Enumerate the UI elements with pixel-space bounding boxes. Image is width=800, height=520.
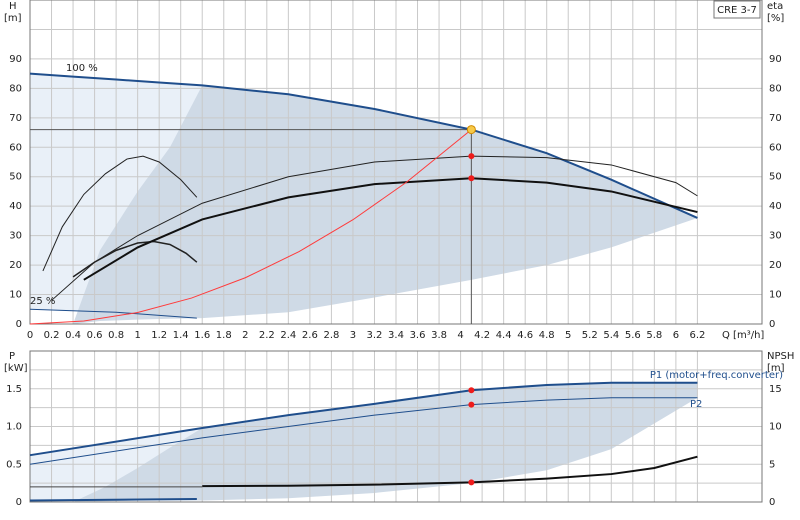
y-tick-label: 1.5 <box>6 384 22 395</box>
y2-tick-label: 10 <box>769 422 782 433</box>
y2-tick-label: 90 <box>769 54 782 65</box>
x-tick-label: 3.6 <box>410 330 426 341</box>
y2-tick-label: 5 <box>769 459 775 470</box>
x-tick-label: 4 <box>457 330 463 341</box>
x-tick-label: 4.4 <box>496 330 512 341</box>
x-tick-label: 4.2 <box>474 330 490 341</box>
y2-tick-label: 40 <box>769 201 782 212</box>
duty-point <box>468 387 475 394</box>
x-tick-label: 0.8 <box>108 330 124 341</box>
y-axis-label: [kW] <box>4 363 28 374</box>
curve <box>29 497 197 502</box>
curve <box>29 397 698 465</box>
model-box <box>713 0 761 19</box>
model-label: CRE 3-7 <box>717 5 757 16</box>
curve <box>29 129 472 325</box>
x-tick-label: 3.4 <box>388 330 404 341</box>
x-tick-label: 2.2 <box>259 330 275 341</box>
duty-point <box>466 125 476 135</box>
curve-label: P2 <box>690 399 702 410</box>
x-tick-label: 3.8 <box>431 330 447 341</box>
y2-tick-label: 50 <box>769 172 782 183</box>
curve <box>83 177 698 281</box>
y-tick-label: 1.0 <box>6 422 22 433</box>
y-tick-label: 0 <box>16 497 22 508</box>
x-tick-label: 1.4 <box>173 330 189 341</box>
y-tick-label: 70 <box>9 113 22 124</box>
x-tick-label: 0.4 <box>65 330 81 341</box>
x-tick-label: 6.2 <box>689 330 705 341</box>
y-axis-label: H <box>9 1 17 12</box>
curve <box>51 155 698 301</box>
plot-frame <box>29 0 763 325</box>
y-tick-label: 50 <box>9 172 22 183</box>
y-tick-label: 10 <box>9 290 22 301</box>
curve <box>202 455 698 488</box>
y2-tick-label: 80 <box>769 83 782 94</box>
y2-axis-label: eta <box>767 1 783 12</box>
x-tick-label: 1 <box>134 330 140 341</box>
x-tick-label: 3 <box>350 330 356 341</box>
x-tick-label: 2.4 <box>280 330 296 341</box>
x-tick-label: 2.6 <box>302 330 318 341</box>
y2-tick-label: 0 <box>769 319 775 330</box>
curve <box>29 308 197 319</box>
y2-tick-label: 0 <box>769 497 775 508</box>
y-tick-label: 0 <box>16 319 22 330</box>
x-tick-label: 0.2 <box>44 330 60 341</box>
y2-tick-label: 30 <box>769 231 782 242</box>
x-tick-label: 1.6 <box>194 330 210 341</box>
duty-point <box>468 153 475 160</box>
x-axis-label: Q [m³/h] <box>722 330 764 341</box>
y-tick-label: 20 <box>9 260 22 271</box>
duty-point <box>468 401 475 408</box>
curve-annotation: 25 % <box>30 296 55 307</box>
curve <box>29 381 698 457</box>
y2-axis-label: [m] <box>767 363 785 374</box>
duty-point <box>468 175 475 182</box>
x-tick-label: 2.8 <box>323 330 339 341</box>
y-tick-label: 60 <box>9 142 22 153</box>
x-tick-label: 5.6 <box>625 330 641 341</box>
operating-area <box>73 85 698 324</box>
y-axis-label: P <box>9 351 15 362</box>
x-tick-label: 3.2 <box>367 330 383 341</box>
y2-tick-label: 60 <box>769 142 782 153</box>
x-tick-label: 1.2 <box>151 330 167 341</box>
curve <box>42 155 198 272</box>
y2-axis-label: [%] <box>767 13 784 24</box>
y-tick-label: 90 <box>9 54 22 65</box>
curve <box>29 72 698 219</box>
x-tick-label: 0.6 <box>87 330 103 341</box>
plot-frame <box>29 350 763 503</box>
y2-tick-label: 20 <box>769 260 782 271</box>
duty-point <box>468 479 475 486</box>
y2-tick-label: 15 <box>769 384 782 395</box>
y-tick-label: 0.5 <box>6 459 22 470</box>
y2-tick-label: 70 <box>769 113 782 124</box>
y2-axis-label: NPSH <box>767 351 794 362</box>
x-tick-label: 4.6 <box>517 330 533 341</box>
y-tick-label: 80 <box>9 83 22 94</box>
x-tick-label: 0 <box>27 330 33 341</box>
x-tick-label: 2 <box>242 330 248 341</box>
y-tick-label: 40 <box>9 201 22 212</box>
x-tick-label: 4.8 <box>539 330 555 341</box>
x-tick-label: 5.2 <box>582 330 598 341</box>
y2-tick-label: 10 <box>769 290 782 301</box>
x-tick-label: 6 <box>673 330 679 341</box>
operating-area <box>73 382 698 502</box>
x-tick-label: 5 <box>565 330 571 341</box>
x-tick-label: 5.4 <box>603 330 619 341</box>
y-tick-label: 30 <box>9 231 22 242</box>
curve-label: P1 (motor+freq.converter) <box>650 370 783 381</box>
y-axis-label: [m] <box>4 13 22 24</box>
x-tick-label: 5.8 <box>646 330 662 341</box>
x-tick-label: 1.8 <box>216 330 232 341</box>
curve-annotation: 100 % <box>66 63 98 74</box>
